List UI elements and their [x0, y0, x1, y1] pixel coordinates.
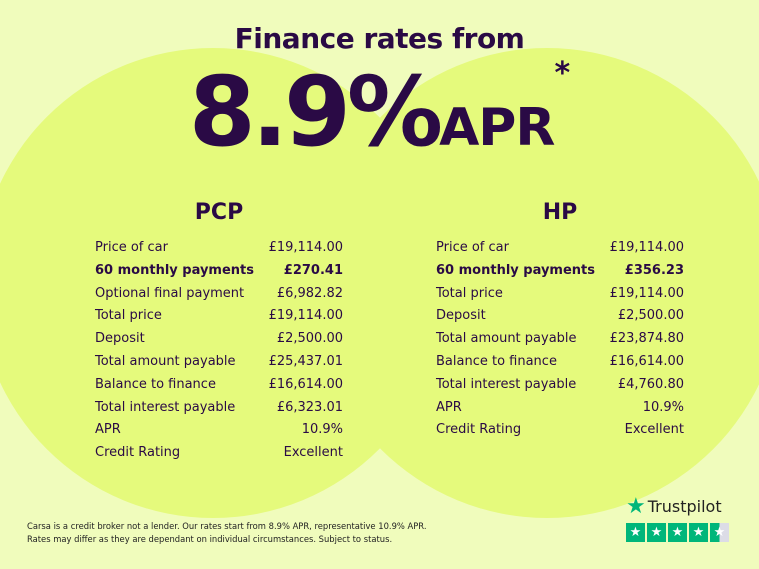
row-label: Total price	[436, 285, 503, 301]
table-row: Credit Rating Excellent	[436, 419, 684, 442]
row-value: £6,982.82	[276, 285, 343, 301]
asterisk: *	[554, 56, 571, 91]
rate-value: 8.9%	[188, 56, 443, 168]
row-value: £270.41	[283, 262, 343, 278]
row-label: Credit Rating	[436, 422, 522, 438]
row-value: £19,114.00	[609, 285, 684, 301]
row-label: Price of car	[95, 240, 168, 255]
row-value: 10.9%	[301, 422, 343, 438]
row-value: 10.9%	[642, 399, 684, 415]
row-label: Deposit	[436, 308, 486, 324]
rate-suffix: APR	[439, 98, 555, 158]
row-value: Excellent	[283, 445, 343, 461]
row-label: Price of car	[436, 240, 509, 255]
trustpilot-badge: ★ Trustpilot ★ ★ ★ ★ ★	[626, 494, 729, 542]
table-row: Deposit £2,500.00	[95, 328, 343, 351]
star-icon: ★	[626, 494, 646, 519]
table-row: 60 monthly payments £356.23	[436, 260, 684, 283]
row-value: £23,874.80	[609, 331, 684, 347]
row-label: 60 monthly payments	[436, 262, 595, 278]
row-label: Balance to finance	[436, 353, 557, 369]
disclaimer-line-2: Rates may differ as they are dependant o…	[27, 534, 393, 544]
row-value: £19,114.00	[609, 240, 684, 255]
disclaimer-line-1: Carsa is a credit broker not a lender. O…	[27, 521, 427, 531]
row-label: Total amount payable	[95, 353, 236, 369]
table-row: Price of car £19,114.00	[95, 237, 343, 260]
row-label: Total interest payable	[436, 376, 577, 392]
row-value: £16,614.00	[268, 376, 343, 392]
row-value: £19,114.00	[268, 240, 343, 255]
table-row: Optional final payment £6,982.82	[95, 283, 343, 306]
trustpilot-rating: ★ ★ ★ ★ ★	[626, 523, 729, 542]
headline-title: Finance rates from	[234, 22, 525, 55]
row-label: Credit Rating	[95, 445, 181, 461]
row-label: Total interest payable	[95, 399, 236, 415]
row-label: Balance to finance	[95, 376, 216, 392]
row-label: Total price	[95, 308, 162, 324]
table-row: Balance to finance £16,614.00	[95, 374, 343, 397]
hp-table: HP Price of car £19,114.00 60 monthly paym…	[436, 200, 684, 442]
rating-star-icon: ★	[626, 523, 645, 542]
table-row: Total price £19,114.00	[436, 283, 684, 306]
table-row: APR 10.9%	[95, 419, 343, 442]
headline-rate: 8.9%APR*	[0, 56, 759, 162]
table-row: Total amount payable £25,437.01	[95, 351, 343, 374]
row-value: £16,614.00	[609, 353, 684, 369]
rating-star-icon: ★	[689, 523, 708, 542]
row-label: APR	[436, 399, 462, 415]
pcp-heading: PCP	[194, 200, 244, 225]
table-row: Credit Rating Excellent	[95, 442, 343, 465]
table-row: 60 monthly payments £270.41	[95, 260, 343, 283]
row-value: Excellent	[624, 422, 684, 438]
rating-star-icon: ★	[668, 523, 687, 542]
table-row: Deposit £2,500.00	[436, 305, 684, 328]
row-label: Optional final payment	[95, 285, 245, 301]
row-label: Total amount payable	[436, 331, 577, 347]
row-label: Deposit	[95, 331, 145, 347]
row-value: £25,437.01	[268, 353, 343, 369]
table-row: Balance to finance £16,614.00	[436, 351, 684, 374]
table-row: APR 10.9%	[436, 397, 684, 420]
table-row: Total amount payable £23,874.80	[436, 328, 684, 351]
table-row: Total interest payable £6,323.01	[95, 397, 343, 420]
row-value: £19,114.00	[268, 308, 343, 324]
decorative-circle-right	[312, 48, 759, 518]
row-value: £4,760.80	[617, 376, 684, 392]
row-value: £6,323.01	[276, 399, 343, 415]
rating-star-icon: ★	[647, 523, 666, 542]
table-row: Total price £19,114.00	[95, 305, 343, 328]
rating-star-icon: ★	[710, 523, 729, 542]
row-value: £2,500.00	[276, 331, 343, 347]
row-label: APR	[95, 422, 121, 438]
row-label: 60 monthly payments	[95, 262, 254, 278]
row-value: £2,500.00	[617, 308, 684, 324]
hp-heading: HP	[542, 200, 578, 225]
disclaimer: Carsa is a credit broker not a lender. O…	[27, 520, 426, 546]
trustpilot-name: Trustpilot	[647, 497, 722, 516]
row-value: £356.23	[624, 262, 684, 278]
pcp-table: PCP Price of car £19,114.00 60 monthly pay…	[95, 200, 343, 465]
table-row: Total interest payable £4,760.80	[436, 374, 684, 397]
table-row: Price of car £19,114.00	[436, 237, 684, 260]
